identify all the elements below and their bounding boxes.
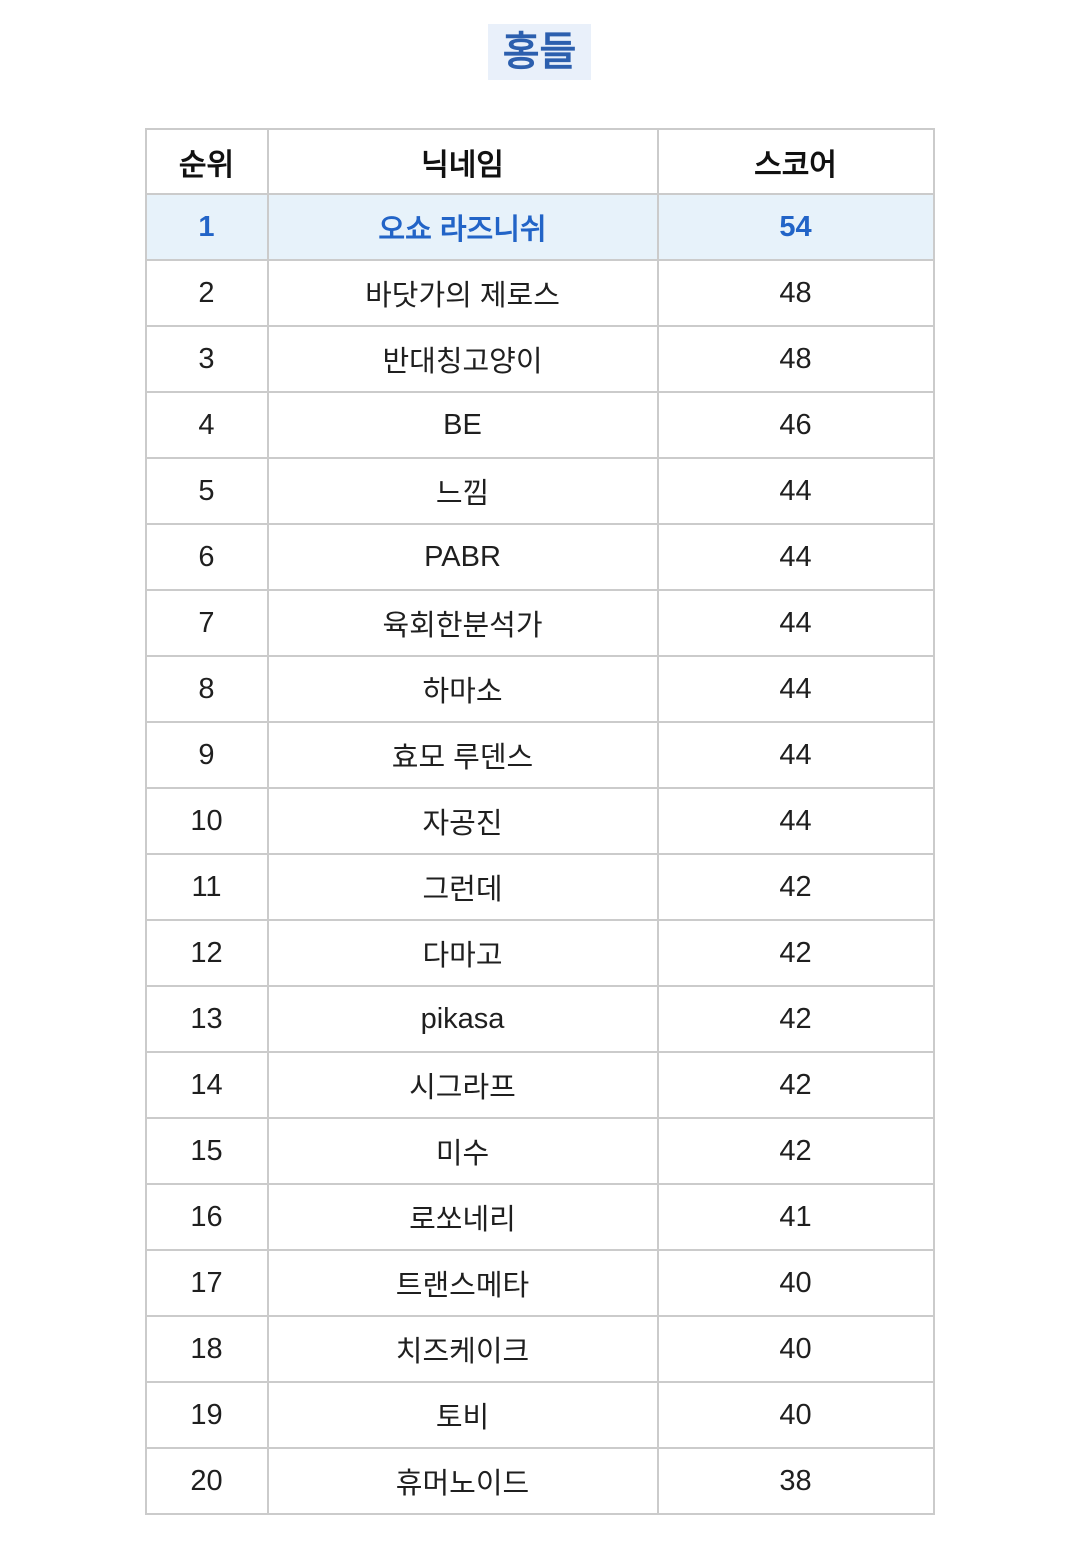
header-rank: 순위: [144, 128, 269, 195]
score-cell: 42: [656, 853, 935, 921]
nickname-cell: 반대칭고양이: [266, 325, 659, 393]
rank-cell: 13: [144, 985, 269, 1053]
nickname-cell: 그런데: [266, 853, 659, 921]
rank-cell: 10: [144, 787, 269, 855]
table-row: 17 트랜스메타 40: [144, 1249, 935, 1317]
nickname-cell: 자공진: [266, 787, 659, 855]
rank-cell: 12: [144, 919, 269, 987]
nickname-cell: 휴머노이드: [266, 1447, 659, 1515]
score-cell: 44: [656, 523, 935, 591]
score-cell: 38: [656, 1447, 935, 1515]
nickname-cell: PABR: [266, 523, 659, 591]
nickname-cell: 효모 루덴스: [266, 721, 659, 789]
table-row: 15 미수 42: [144, 1117, 935, 1185]
table-row: 16 로쏘네리 41: [144, 1183, 935, 1251]
nickname-cell: 트랜스메타: [266, 1249, 659, 1317]
score-cell: 54: [656, 193, 935, 261]
table-row: 7 육회한분석가 44: [144, 589, 935, 657]
nickname-cell: 로쏘네리: [266, 1183, 659, 1251]
nickname-cell: 오쇼 라즈니쉬: [266, 193, 659, 261]
leaderboard-body: 1 오쇼 라즈니쉬 54 2 바닷가의 제로스 48 3 반대칭고양이 48 4 BE 46 5 느낌 44…: [144, 193, 935, 1515]
rank-cell: 19: [144, 1381, 269, 1449]
score-cell: 40: [656, 1315, 935, 1383]
score-cell: 44: [656, 457, 935, 525]
title-bar: 홍들: [0, 0, 1079, 80]
score-cell: 42: [656, 1117, 935, 1185]
nickname-cell: 다마고: [266, 919, 659, 987]
rank-cell: 17: [144, 1249, 269, 1317]
score-cell: 40: [656, 1381, 935, 1449]
score-cell: 44: [656, 787, 935, 855]
header-nickname: 닉네임: [266, 128, 659, 195]
rank-cell: 9: [144, 721, 269, 789]
rank-cell: 6: [144, 523, 269, 591]
nickname-cell: BE: [266, 391, 659, 459]
rank-cell: 8: [144, 655, 269, 723]
rank-cell: 16: [144, 1183, 269, 1251]
table-row: 5 느낌 44: [144, 457, 935, 525]
table-row: 11 그런데 42: [144, 853, 935, 921]
nickname-cell: 시그라프: [266, 1051, 659, 1119]
nickname-cell: 육회한분석가: [266, 589, 659, 657]
table-row: 9 효모 루덴스 44: [144, 721, 935, 789]
nickname-cell: 미수: [266, 1117, 659, 1185]
score-cell: 48: [656, 259, 935, 327]
table-row: 3 반대칭고양이 48: [144, 325, 935, 393]
rank-cell: 5: [144, 457, 269, 525]
score-cell: 48: [656, 325, 935, 393]
leaderboard-table: 순위 닉네임 스코어 1 오쇼 라즈니쉬 54 2 바닷가의 제로스 48 3 반대칭고양이 4…: [144, 128, 935, 1515]
table-row: 13 pikasa 42: [144, 985, 935, 1053]
rank-cell: 14: [144, 1051, 269, 1119]
rank-cell: 11: [144, 853, 269, 921]
table-row: 12 다마고 42: [144, 919, 935, 987]
table-row: 19 토비 40: [144, 1381, 935, 1449]
rank-cell: 1: [144, 193, 269, 261]
rank-cell: 3: [144, 325, 269, 393]
score-cell: 41: [656, 1183, 935, 1251]
rank-cell: 7: [144, 589, 269, 657]
table-row: 1 오쇼 라즈니쉬 54: [144, 193, 935, 261]
table-row: 2 바닷가의 제로스 48: [144, 259, 935, 327]
nickname-cell: pikasa: [266, 985, 659, 1053]
header-score: 스코어: [656, 128, 935, 195]
table-row: 14 시그라프 42: [144, 1051, 935, 1119]
rank-cell: 2: [144, 259, 269, 327]
score-cell: 44: [656, 655, 935, 723]
table-row: 10 자공진 44: [144, 787, 935, 855]
score-cell: 44: [656, 721, 935, 789]
table-row: 20 휴머노이드 38: [144, 1447, 935, 1515]
score-cell: 44: [656, 589, 935, 657]
score-cell: 42: [656, 985, 935, 1053]
leaderboard-container: 순위 닉네임 스코어 1 오쇼 라즈니쉬 54 2 바닷가의 제로스 48 3 반대칭고양이 4…: [0, 128, 1079, 1515]
page-title: 홍들: [487, 24, 592, 80]
rank-cell: 20: [144, 1447, 269, 1515]
header-row: 순위 닉네임 스코어: [144, 128, 935, 195]
table-row: 4 BE 46: [144, 391, 935, 459]
table-row: 18 치즈케이크 40: [144, 1315, 935, 1383]
rank-cell: 4: [144, 391, 269, 459]
score-cell: 42: [656, 1051, 935, 1119]
table-row: 6 PABR 44: [144, 523, 935, 591]
score-cell: 42: [656, 919, 935, 987]
table-row: 8 하마소 44: [144, 655, 935, 723]
rank-cell: 18: [144, 1315, 269, 1383]
score-cell: 46: [656, 391, 935, 459]
nickname-cell: 느낌: [266, 457, 659, 525]
nickname-cell: 바닷가의 제로스: [266, 259, 659, 327]
rank-cell: 15: [144, 1117, 269, 1185]
nickname-cell: 치즈케이크: [266, 1315, 659, 1383]
nickname-cell: 토비: [266, 1381, 659, 1449]
nickname-cell: 하마소: [266, 655, 659, 723]
score-cell: 40: [656, 1249, 935, 1317]
